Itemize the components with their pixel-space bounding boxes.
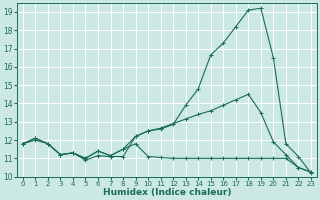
X-axis label: Humidex (Indice chaleur): Humidex (Indice chaleur) <box>103 188 231 197</box>
